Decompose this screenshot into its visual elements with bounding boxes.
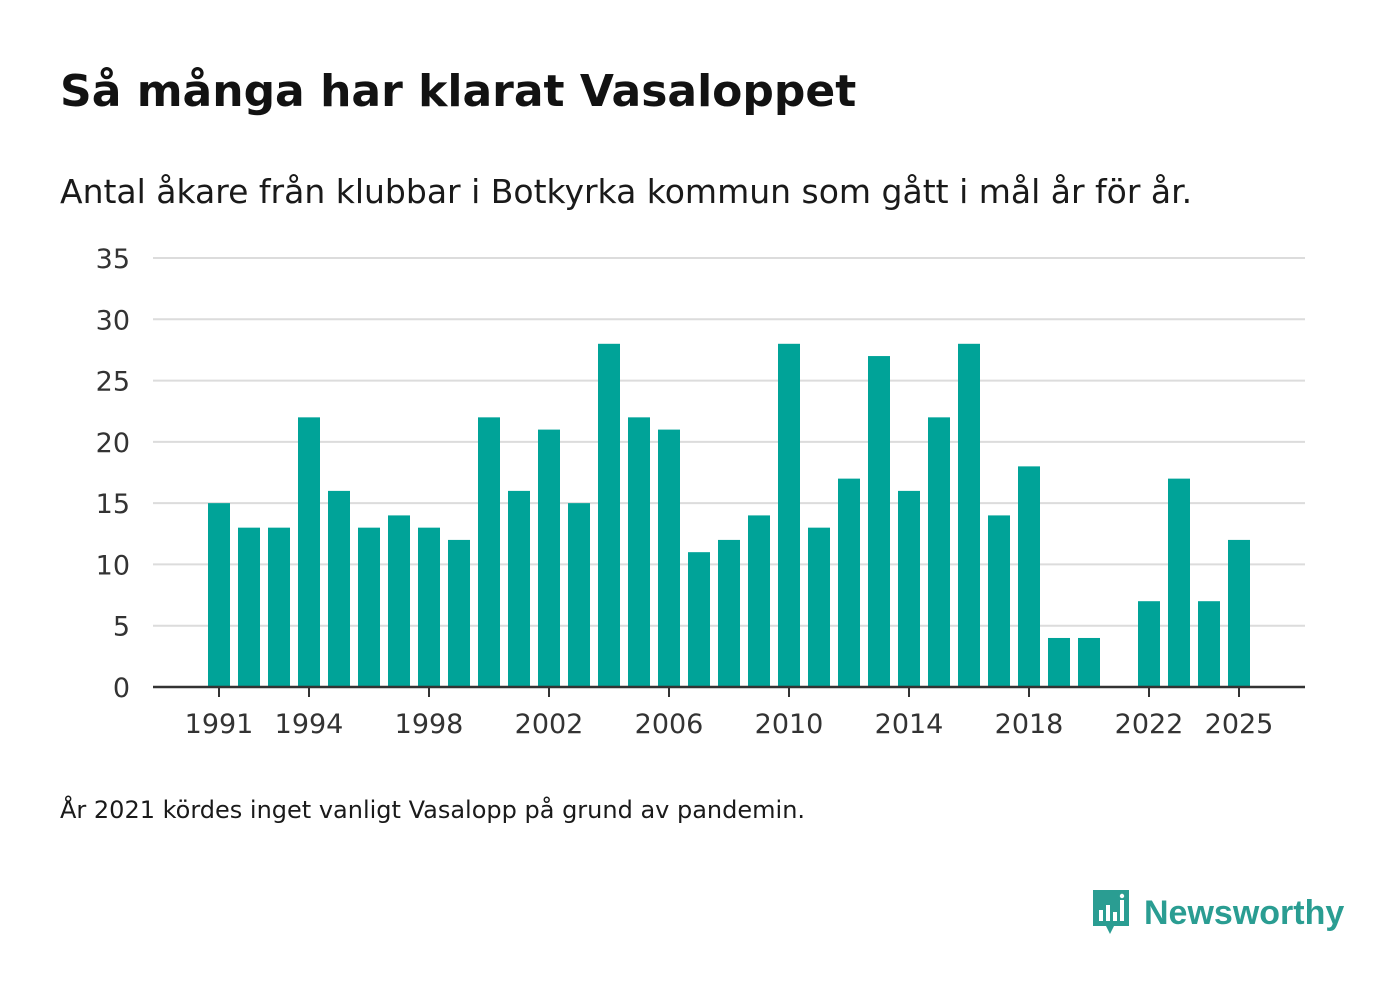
y-tick-label: 35 [96,244,130,275]
bar-2014[interactable] [898,490,920,687]
bar-2003[interactable] [568,503,590,687]
x-tick-label: 1991 [185,709,254,740]
y-tick-label: 15 [96,489,130,520]
x-tick-label: 1998 [395,709,464,740]
x-tick-label: 2025 [1205,709,1274,740]
bar-2008[interactable] [718,539,740,687]
x-tick-label: 2006 [635,709,704,740]
x-tick-label: 1994 [275,709,344,740]
bar-1992[interactable] [238,527,260,687]
x-tick-label: 2002 [515,709,584,740]
bar-2005[interactable] [628,417,650,687]
bar-2016[interactable] [958,343,980,687]
bars [208,343,1250,687]
y-tick-label: 0 [113,673,130,704]
bar-2009[interactable] [748,515,770,687]
bar-1999[interactable] [448,539,470,687]
bar-1991[interactable] [208,503,230,687]
bar-2004[interactable] [598,343,620,687]
x-tick-label: 2014 [875,709,944,740]
chart-subtitle: Antal åkare från klubbar i Botkyrka komm… [60,172,1193,211]
bar-1996[interactable] [358,527,380,687]
chart-title: Så många har klarat Vasaloppet [60,66,857,117]
bar-2024[interactable] [1198,601,1220,687]
bar-2017[interactable] [988,515,1010,687]
bar-2023[interactable] [1168,478,1190,687]
bar-1997[interactable] [388,515,410,687]
bar-2007[interactable] [688,552,710,687]
bar-2022[interactable] [1138,601,1160,687]
bar-2012[interactable] [838,478,860,687]
bar-2011[interactable] [808,527,830,687]
y-tick-label: 30 [96,305,130,336]
bar-1994[interactable] [298,417,320,687]
y-tick-label: 20 [96,428,130,459]
bar-2019[interactable] [1048,637,1070,687]
bar-2001[interactable] [508,490,530,687]
bar-2018[interactable] [1018,466,1040,687]
bar-1998[interactable] [418,527,440,687]
bar-2010[interactable] [778,343,800,687]
bar-2025[interactable] [1228,539,1250,687]
y-tick-label: 10 [96,550,130,581]
footnote: År 2021 kördes inget vanligt Vasalopp på… [60,796,806,824]
x-axis: 1991 1994 1998 2002 2006 2010 2014 2018 2022 2025 [153,685,1305,740]
bar-1995[interactable] [328,490,350,687]
bar-2015[interactable] [928,417,950,687]
bar-2020[interactable] [1078,637,1100,687]
y-axis-ticks: 0 5 10 15 20 25 30 35 [96,244,130,704]
y-tick-label: 25 [96,367,130,398]
bar-2002[interactable] [538,429,560,687]
y-tick-label: 5 [113,612,130,643]
bar-2006[interactable] [658,429,680,687]
bar-2013[interactable] [868,356,890,687]
brand-logo[interactable]: Newsworthy [1090,888,1344,938]
newsworthy-logo-icon [1093,890,1129,934]
bar-1993[interactable] [268,527,290,687]
bar-2000[interactable] [478,417,500,687]
x-tick-label: 2018 [995,709,1064,740]
brand-name: Newsworthy [1144,893,1345,932]
x-tick-label: 2010 [755,709,824,740]
x-tick-label: 2022 [1115,709,1184,740]
